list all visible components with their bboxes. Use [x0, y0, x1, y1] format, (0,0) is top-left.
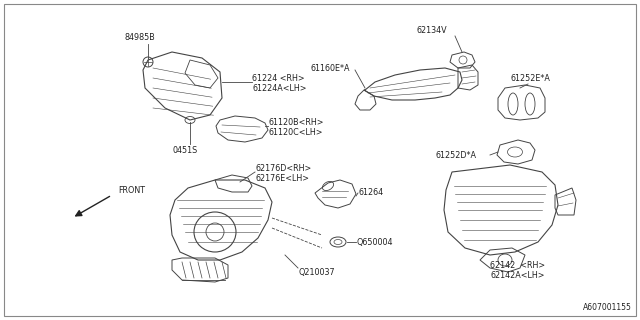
Text: 61120C<LH>: 61120C<LH>	[268, 127, 323, 137]
Text: 61252D*A: 61252D*A	[435, 150, 476, 159]
Text: FRONT: FRONT	[118, 186, 145, 195]
Text: 0451S: 0451S	[172, 146, 198, 155]
Text: 62142  <RH>: 62142 <RH>	[490, 260, 545, 269]
Text: 61264: 61264	[358, 188, 383, 196]
Text: 62176D<RH>: 62176D<RH>	[255, 164, 311, 172]
Text: 62134V: 62134V	[417, 26, 447, 35]
Text: 62176E<LH>: 62176E<LH>	[255, 173, 309, 182]
Text: 61224A<LH>: 61224A<LH>	[252, 84, 307, 92]
Text: 61252E*A: 61252E*A	[510, 74, 550, 83]
Text: A607001155: A607001155	[583, 303, 632, 312]
Text: 62142A<LH>: 62142A<LH>	[490, 270, 545, 279]
Text: 61120B<RH>: 61120B<RH>	[268, 117, 323, 126]
Text: 61224 <RH>: 61224 <RH>	[252, 74, 305, 83]
Text: 61160E*A: 61160E*A	[310, 63, 350, 73]
Text: 84985B: 84985B	[125, 33, 156, 42]
Text: Q650004: Q650004	[356, 237, 392, 246]
Text: Q210037: Q210037	[298, 268, 335, 276]
